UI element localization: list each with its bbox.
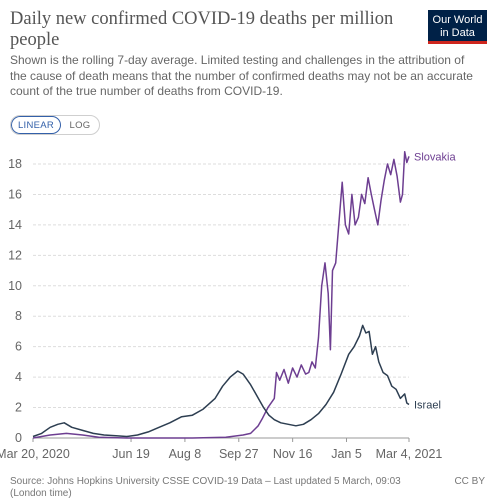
log-scale-button[interactable]: LOG [69,119,91,131]
logo-line-2: in Data [440,27,475,39]
y-tick-label: 14 [8,218,22,232]
y-tick-label: 18 [8,157,22,171]
series-labels: Slovakia Israel [414,151,456,411]
series-line-slovakia [32,151,410,439]
chart-title: Daily new confirmed COVID-19 deaths per … [10,9,394,50]
x-tick-label: Mar 4, 2021 [376,447,443,461]
scale-toggle: LINEAR LOG [10,115,100,135]
logo-accent-bar [428,41,487,44]
x-tick-label: Jan 5 [331,447,362,461]
x-tick-label: Aug 8 [169,447,202,461]
line-chart: 0 2 4 6 8 10 12 14 16 18 Mar 20, 2020 Jun 19 Aug 8 S… [0,151,456,461]
series-line-israel [32,324,410,438]
chart-subtitle: Shown is the rolling 7-day average. Limi… [10,53,473,98]
x-axis-labels: Mar 20, 2020 Jun 19 Aug 8 Sep 27 Nov 16 Jan 5… [0,447,442,461]
series-lines [32,151,410,439]
y-tick-label: 4 [15,370,22,384]
y-tick-label: 16 [8,187,22,201]
y-tick-label: 8 [15,309,22,323]
y-tick-label: 0 [15,431,22,445]
y-axis-labels: 0 2 4 6 8 10 12 14 16 18 [8,157,22,445]
series-label-israel: Israel [414,400,441,412]
y-tick-label: 10 [8,279,22,293]
y-tick-label: 12 [8,248,22,262]
grid-lines [32,163,410,442]
series-label-slovakia: Slovakia [414,151,456,163]
x-tick-label: Mar 20, 2020 [0,447,70,461]
linear-scale-button[interactable]: LINEAR [11,116,61,134]
x-tick-label: Sep 27 [219,447,259,461]
y-tick-label: 6 [15,340,22,354]
y-tick-label: 2 [15,401,22,415]
source-note: Source: Johns Hopkins University CSSE CO… [10,476,401,499]
owid-logo[interactable]: Our World in Data [428,10,487,44]
x-tick-label: Nov 16 [273,447,313,461]
logo-line-1: Our World [432,14,483,26]
x-tick-label: Jun 19 [112,447,150,461]
license-link[interactable]: CC BY [454,476,485,487]
